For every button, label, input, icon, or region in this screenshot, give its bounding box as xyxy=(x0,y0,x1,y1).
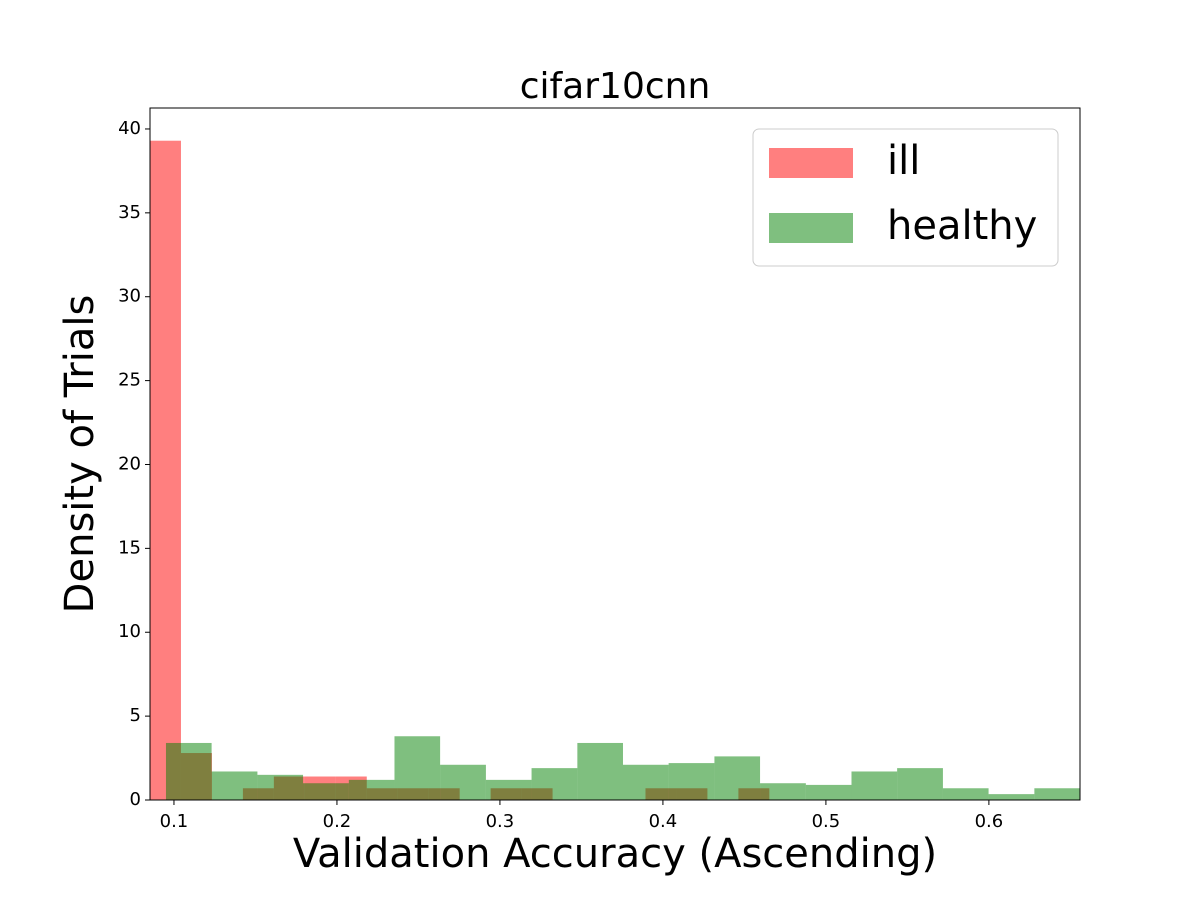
y-axis-label: Density of Trials xyxy=(57,295,103,614)
bar xyxy=(942,788,989,800)
bar xyxy=(851,771,898,800)
bar xyxy=(805,784,852,800)
legend-label: healthy xyxy=(887,203,1037,249)
bar xyxy=(348,779,395,800)
legend-swatch xyxy=(769,213,853,243)
bar xyxy=(760,783,806,800)
y-tick-label: 0 xyxy=(130,789,141,810)
bar xyxy=(394,736,441,800)
x-tick-label: 0.6 xyxy=(975,811,1004,832)
bar xyxy=(668,763,715,800)
y-tick-label: 5 xyxy=(130,705,141,726)
bar xyxy=(714,756,761,800)
bar xyxy=(531,768,578,800)
x-tick-label: 0.5 xyxy=(812,811,841,832)
legend-label: ill xyxy=(887,138,920,184)
y-tick-label: 30 xyxy=(118,286,141,307)
bar xyxy=(440,764,486,800)
bar xyxy=(303,783,349,800)
bar xyxy=(622,764,669,800)
bar xyxy=(988,794,1035,800)
y-tick-label: 35 xyxy=(118,202,141,223)
bar xyxy=(577,742,623,800)
bar xyxy=(1034,788,1080,800)
x-tick-label: 0.1 xyxy=(160,811,189,832)
x-tick-label: 0.2 xyxy=(323,811,352,832)
y-tick-label: 25 xyxy=(118,370,141,391)
bar xyxy=(211,771,258,800)
y-tick-label: 15 xyxy=(118,537,141,558)
y-tick-label: 10 xyxy=(118,621,141,642)
bar xyxy=(485,779,532,800)
bar xyxy=(257,774,304,800)
x-axis-label: Validation Accuracy (Ascending) xyxy=(293,831,937,877)
x-tick-label: 0.4 xyxy=(649,811,678,832)
chart-title: cifar10cnn xyxy=(520,66,711,107)
bar xyxy=(150,140,181,801)
bar xyxy=(165,742,212,800)
y-tick-label: 20 xyxy=(118,453,141,474)
bar xyxy=(897,768,943,800)
x-tick-label: 0.3 xyxy=(486,811,515,832)
plot-frame xyxy=(149,107,1081,801)
y-tick-label: 40 xyxy=(118,118,141,139)
legend-swatch xyxy=(769,148,853,178)
